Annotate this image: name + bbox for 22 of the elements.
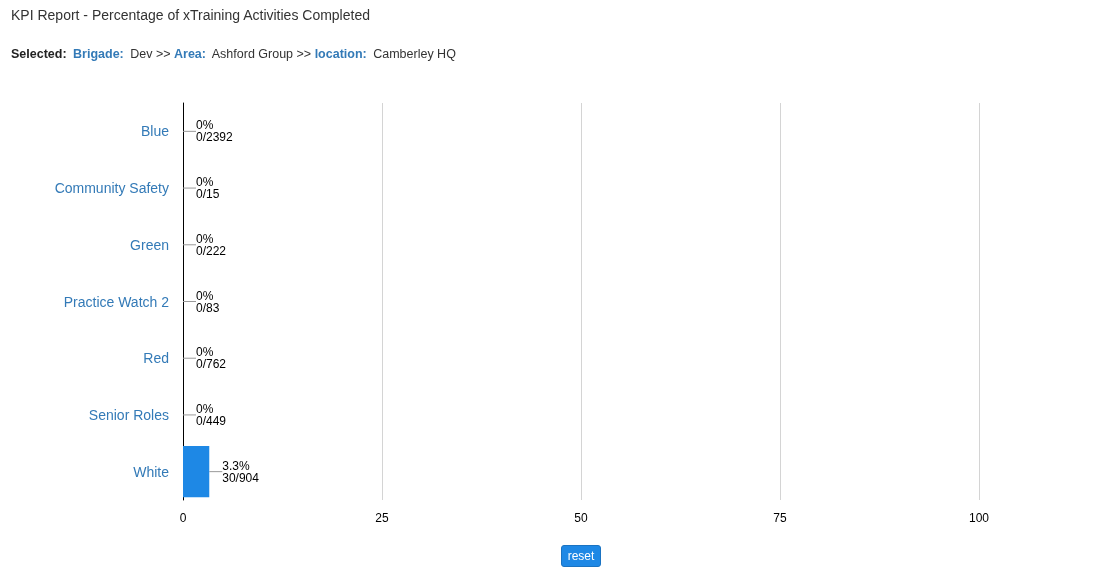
- data-label: 0% 0/15: [196, 175, 220, 202]
- x-tick-label: 25: [375, 511, 389, 525]
- data-label: 0% 0/449: [196, 401, 227, 428]
- data-label: 0% 0/2392: [196, 118, 234, 145]
- y-tick-label: Red: [143, 350, 169, 367]
- data-label: 0% 0/762: [196, 345, 227, 372]
- data-label: 3.3% 30/904: [222, 458, 260, 485]
- y-tick-label: White: [133, 463, 170, 480]
- chart-subtitle: Selected: Brigade: Dev >> Area: Ashford Group >> location: Camberley HQ: [11, 47, 456, 61]
- y-tick-label: Practice Watch 2: [63, 293, 170, 310]
- y-tick-label: Community Safety: [54, 180, 169, 197]
- data-label: 0% 0/222: [196, 231, 227, 258]
- y-tick-label: Senior Roles: [88, 406, 169, 423]
- data-label: 0% 0/83: [196, 288, 220, 315]
- x-tick-label: 0: [179, 511, 187, 525]
- reset-button: reset: [560, 545, 602, 567]
- x-tick-label: 100: [968, 511, 990, 525]
- x-tick-label: 75: [773, 511, 787, 525]
- y-tick-label: Green: [130, 236, 169, 253]
- y-tick-label: Blue: [140, 123, 170, 140]
- chart-title: KPI Report - Percentage of xTraining Activities Completed: [11, 7, 370, 23]
- x-tick-label: 50: [574, 511, 588, 525]
